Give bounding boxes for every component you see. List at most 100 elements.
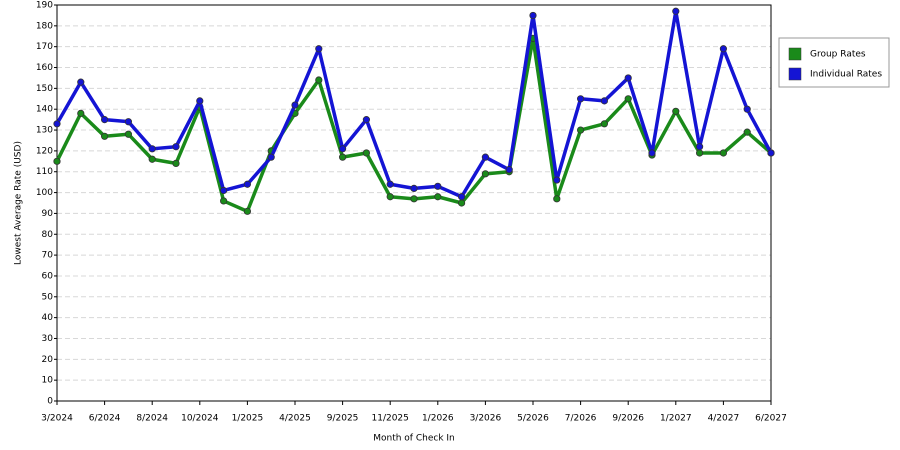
y-tick-label: 20: [42, 355, 54, 365]
y-tick-label: 90: [42, 209, 54, 219]
data-point: [267, 153, 275, 161]
data-point: [576, 126, 585, 134]
data-point: [695, 143, 704, 151]
data-point: [481, 170, 489, 178]
data-point: [624, 95, 632, 103]
x-tick-label: 1/2027: [660, 414, 692, 424]
x-tick-label: 9/2025: [327, 414, 359, 424]
x-axis-label: Month of Check In: [373, 434, 455, 444]
x-tick-label: 10/2024: [181, 414, 219, 424]
data-point: [362, 149, 370, 157]
data-point: [53, 157, 61, 165]
legend-swatch: [788, 67, 802, 81]
data-point: [410, 184, 418, 193]
y-axis-label: Lowest Average Rate (USD): [14, 141, 24, 265]
data-point: [434, 193, 442, 201]
y-tick-label: 170: [36, 42, 53, 52]
data-point: [505, 166, 513, 174]
y-tick-label: 50: [42, 292, 54, 302]
x-tick-label: 1/2025: [232, 414, 264, 424]
data-point: [338, 145, 347, 153]
data-point: [553, 195, 561, 203]
x-tick-label: 6/2027: [755, 414, 787, 424]
legend-swatch: [788, 47, 802, 61]
plot-frame: [56, 4, 772, 402]
data-point: [220, 197, 228, 205]
data-point: [695, 149, 704, 157]
data-point: [220, 186, 228, 195]
x-tick-label: 9/2026: [612, 414, 644, 424]
data-point: [124, 118, 132, 126]
data-point: [386, 180, 394, 188]
y-tick-label: 190: [36, 1, 53, 11]
legend-label: Group Rates: [810, 50, 866, 60]
y-tick-label: 10: [42, 376, 54, 386]
data-point: [386, 193, 394, 201]
y-tick-label: 110: [36, 167, 53, 177]
x-tick-label: 11/2025: [372, 414, 409, 424]
x-tick-label: 3/2024: [41, 414, 73, 424]
data-point: [172, 143, 180, 151]
data-point: [362, 116, 370, 124]
x-tick-label: 5/2026: [517, 414, 549, 424]
y-tick-label: 180: [36, 21, 53, 31]
x-tick-label: 1/2026: [422, 414, 454, 424]
data-point: [291, 101, 299, 109]
y-tick-label: 60: [42, 271, 54, 281]
data-point: [529, 11, 537, 20]
data-point: [457, 199, 466, 207]
data-point: [624, 74, 632, 82]
data-point: [434, 182, 442, 190]
series-line: [55, 9, 773, 199]
x-tick-label: 4/2025: [279, 414, 311, 424]
data-point: [553, 176, 561, 184]
y-tick-label: 30: [42, 334, 54, 344]
data-point: [672, 7, 680, 15]
legend-label: Individual Rates: [810, 70, 882, 80]
data-point: [243, 207, 251, 215]
data-point: [315, 45, 323, 53]
data-point: [410, 195, 418, 203]
data-point: [172, 159, 180, 167]
x-tick-label: 8/2024: [136, 414, 168, 424]
data-point: [743, 128, 751, 136]
data-point: [576, 95, 585, 103]
data-point: [315, 76, 323, 84]
data-point: [719, 45, 728, 53]
data-point: [457, 193, 466, 201]
data-point: [243, 180, 251, 188]
data-point: [77, 78, 85, 86]
data-point: [101, 132, 109, 140]
y-tick-label: 100: [36, 188, 53, 198]
data-point: [338, 153, 347, 161]
data-point: [743, 105, 751, 113]
y-tick-label: 40: [42, 313, 54, 323]
y-tick-label: 80: [42, 230, 54, 240]
data-point: [101, 116, 109, 124]
x-tick-label: 6/2024: [89, 414, 121, 424]
y-tick-label: 150: [36, 84, 53, 94]
data-point: [481, 153, 489, 161]
data-point: [124, 130, 132, 138]
data-point: [767, 149, 775, 157]
y-tick-label: 70: [42, 251, 54, 261]
data-point: [53, 120, 61, 128]
y-tick-label: 160: [36, 63, 53, 73]
data-point: [196, 97, 204, 105]
data-point: [148, 155, 156, 163]
y-tick-label: 120: [36, 146, 53, 156]
x-tick-label: 4/2027: [708, 414, 740, 424]
y-tick-label: 140: [36, 105, 53, 115]
data-point: [148, 145, 156, 153]
data-point: [600, 97, 609, 105]
y-tick-label: 0: [47, 397, 53, 407]
data-point: [600, 120, 609, 128]
data-point: [77, 109, 85, 117]
x-tick-label: 3/2026: [470, 414, 502, 424]
x-tick-label: 7/2026: [565, 414, 597, 424]
y-tick-label: 130: [36, 126, 53, 136]
data-point: [648, 149, 656, 157]
data-point: [719, 149, 728, 157]
data-point: [672, 107, 680, 115]
